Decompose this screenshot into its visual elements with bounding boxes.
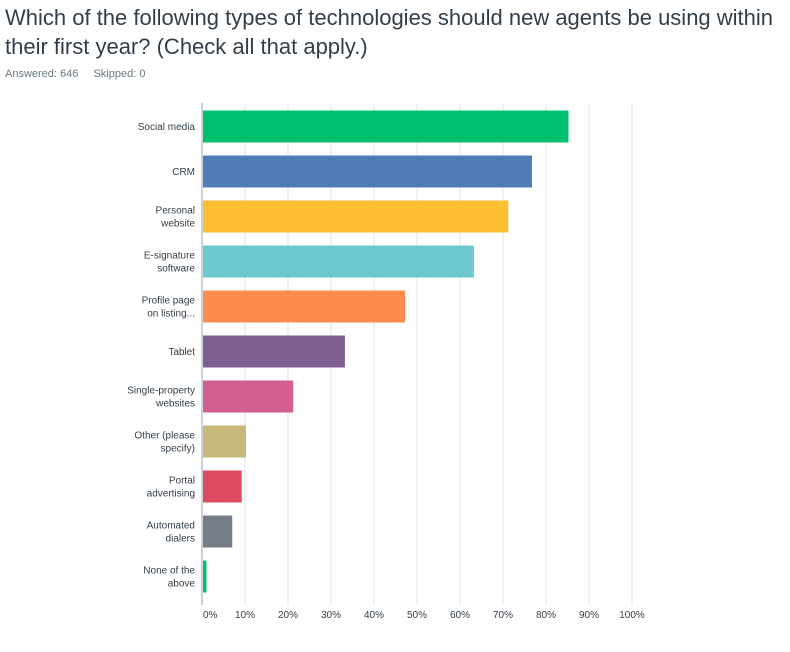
category-label: E-signature xyxy=(144,251,196,262)
x-tick-label: 100% xyxy=(619,610,645,621)
category-label: Social media xyxy=(138,122,196,133)
category-label: Portal xyxy=(169,476,195,487)
bar xyxy=(203,515,233,548)
category-label: software xyxy=(157,264,195,275)
category-label: Single-property xyxy=(127,386,195,397)
bar xyxy=(203,470,242,503)
category-label: specify) xyxy=(161,444,195,455)
category-label: Automated xyxy=(147,521,195,532)
category-labels: Social media CRM Personal website E-signatur… xyxy=(127,122,195,590)
category-label: above xyxy=(168,579,196,590)
x-tick-label: 80% xyxy=(536,610,556,621)
x-tick-label: 90% xyxy=(579,610,599,621)
x-tick-label: 50% xyxy=(407,610,427,621)
category-label: CRM xyxy=(172,167,195,178)
question-title: Which of the following types of technolo… xyxy=(5,5,774,59)
x-tick-label: 20% xyxy=(278,610,298,621)
bars xyxy=(203,110,569,593)
category-label: None of the xyxy=(143,566,195,577)
category-label: websites xyxy=(155,399,195,410)
category-label: Profile page xyxy=(142,296,196,307)
category-label: on listing... xyxy=(147,309,195,320)
bar xyxy=(203,200,509,233)
bar xyxy=(203,290,406,323)
bar xyxy=(203,425,246,458)
bar xyxy=(203,245,474,278)
category-label: Tablet xyxy=(168,347,195,358)
category-label: advertising xyxy=(147,489,195,500)
category-label: website xyxy=(160,219,195,230)
bar xyxy=(203,155,532,188)
x-tick-label: 30% xyxy=(321,610,341,621)
bar xyxy=(203,110,569,143)
bar xyxy=(203,560,207,593)
answered-count: Answered: 646 xyxy=(5,68,79,80)
x-tick-label: 70% xyxy=(493,610,513,621)
category-label: dialers xyxy=(166,534,195,545)
x-tick-label: 10% xyxy=(235,610,255,621)
category-label: Personal xyxy=(156,206,195,217)
skipped-count: Skipped: 0 xyxy=(93,68,146,80)
bar xyxy=(203,335,345,368)
x-tick-label: 40% xyxy=(364,610,384,621)
x-axis-ticks: 0% 10% 20% 30% 40% 50% 60% 70% 80% 90% 100% xyxy=(203,610,645,621)
x-tick-label: 60% xyxy=(450,610,470,621)
response-stats: Answered: 646 Skipped: 0 xyxy=(5,68,157,80)
category-label: Other (please xyxy=(134,431,195,442)
x-tick-label: 0% xyxy=(203,610,218,621)
bar xyxy=(203,380,294,413)
